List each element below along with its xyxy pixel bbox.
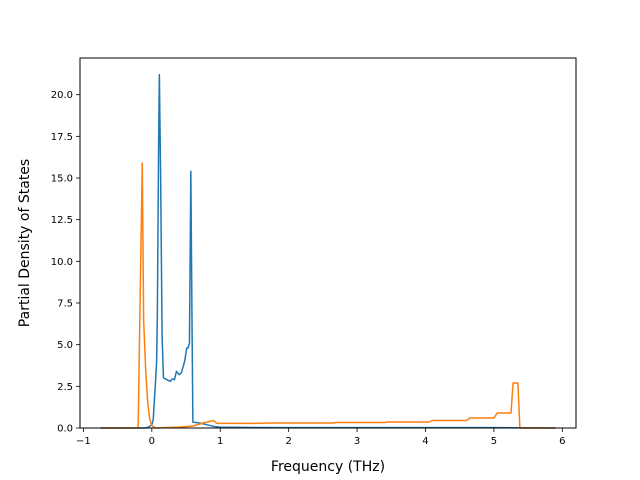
y-axis: 0.0 2.5 5.0 7.5 10.0 12.5 15.0 17.5 20.0 (51, 90, 80, 435)
x-tick-label: 1 (217, 436, 223, 447)
plot-area (100, 73, 556, 429)
y-tick-label: 12.5 (51, 215, 73, 226)
y-axis-label: Partial Density of States (17, 159, 33, 327)
y-tick-label: 20.0 (51, 90, 73, 101)
y-tick-label: 0.0 (57, 424, 73, 435)
x-tick-label: −1 (76, 436, 91, 447)
x-tick-label: 6 (559, 436, 565, 447)
x-tick-label: 2 (285, 436, 291, 447)
series-line-2 (100, 162, 556, 429)
y-tick-label: 15.0 (51, 174, 73, 185)
x-tick-label: 3 (354, 436, 360, 447)
y-tick-label: 7.5 (57, 299, 73, 310)
y-tick-label: 2.5 (57, 382, 73, 393)
y-tick-label: 10.0 (51, 257, 73, 268)
x-tick-label: 0 (149, 436, 155, 447)
x-tick-label: 4 (422, 436, 428, 447)
series-line-1 (100, 73, 556, 429)
y-tick-label: 5.0 (57, 340, 73, 351)
axes-frame (79, 57, 577, 429)
x-tick-label: 5 (491, 436, 497, 447)
x-axis-label: Frequency (THz) (271, 459, 385, 475)
y-tick-label: 17.5 (51, 132, 73, 143)
x-axis: −1 0 1 2 3 4 5 6 (76, 428, 566, 447)
